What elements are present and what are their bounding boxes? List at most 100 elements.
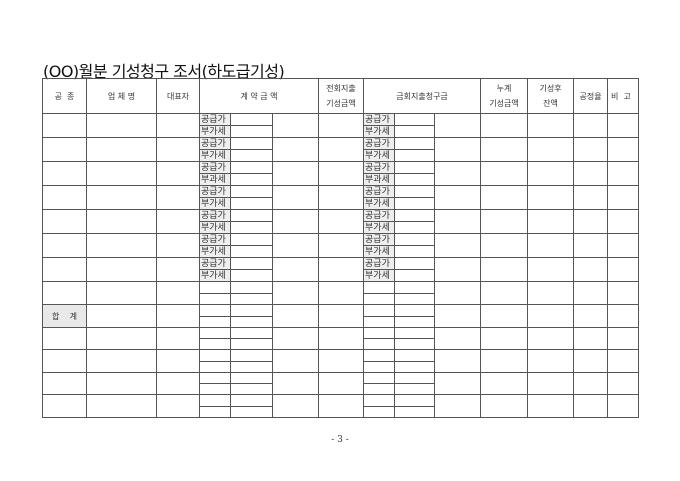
cell-previous-paid[interactable] [318,394,365,418]
cell-claim-total[interactable] [434,233,482,258]
cell-remarks[interactable] [607,394,640,418]
cell-previous-paid[interactable] [318,349,365,373]
cell-claim-total[interactable] [434,113,482,138]
cell-contract-total[interactable] [271,372,320,395]
cell-trade[interactable] [42,349,87,373]
cell-cumulative[interactable] [480,209,529,234]
cell-remarks[interactable] [607,304,640,328]
cell-company[interactable] [86,233,157,258]
cell-claim-total[interactable] [434,372,482,395]
cell-remaining[interactable] [527,161,575,186]
cell-remaining[interactable] [527,233,575,258]
cell-trade[interactable] [42,257,87,282]
cell-cumulative[interactable] [480,394,529,418]
claim-vat-value[interactable] [394,149,436,162]
cell-contract-total[interactable] [271,257,320,282]
cell-contract-total[interactable] [271,113,320,138]
claim-supply-value[interactable] [394,257,436,270]
cell-claim-total[interactable] [434,257,482,282]
cell-contract-total[interactable] [271,137,320,162]
cell-remaining[interactable] [527,185,575,210]
cell-cumulative[interactable] [480,327,529,350]
cell-representative[interactable] [156,394,200,418]
cell-contract-total[interactable] [271,394,320,418]
cell-contract-total[interactable] [271,327,320,350]
cell-representative[interactable] [156,113,200,138]
contract-supply-value[interactable] [230,281,273,294]
claim-vat-value[interactable] [394,269,436,282]
cell-progress-rate[interactable] [573,394,609,418]
cell-previous-paid[interactable] [318,304,365,328]
claim-vat-value[interactable] [394,245,436,258]
cell-progress-rate[interactable] [573,209,609,234]
cell-remaining[interactable] [527,281,575,305]
contract-vat-value[interactable] [230,245,273,258]
claim-supply-value[interactable] [394,349,436,362]
cell-company[interactable] [86,349,157,373]
contract-vat-value[interactable] [230,149,273,162]
claim-vat-value[interactable] [394,293,436,305]
cell-representative[interactable] [156,327,200,350]
contract-supply-value[interactable] [230,304,273,317]
contract-supply-value[interactable] [230,113,273,126]
cell-remaining[interactable] [527,394,575,418]
cell-progress-rate[interactable] [573,161,609,186]
cell-progress-rate[interactable] [573,349,609,373]
cell-company[interactable] [86,161,157,186]
cell-trade[interactable] [42,233,87,258]
cell-cumulative[interactable] [480,304,529,328]
cell-representative[interactable] [156,257,200,282]
cell-remarks[interactable] [607,233,640,258]
claim-supply-value[interactable] [394,233,436,246]
cell-remaining[interactable] [527,349,575,373]
contract-supply-value[interactable] [230,372,273,384]
contract-supply-value[interactable] [230,209,273,222]
contract-vat-value[interactable] [230,173,273,186]
cell-representative[interactable] [156,161,200,186]
contract-vat-value[interactable] [230,197,273,210]
contract-supply-value[interactable] [230,161,273,174]
claim-supply-value[interactable] [394,372,436,384]
cell-previous-paid[interactable] [318,233,365,258]
claim-vat-value[interactable] [394,383,436,395]
claim-supply-value[interactable] [394,394,436,407]
cell-representative[interactable] [156,304,200,328]
cell-cumulative[interactable] [480,233,529,258]
claim-vat-value[interactable] [394,316,436,328]
cell-previous-paid[interactable] [318,113,365,138]
cell-contract-total[interactable] [271,304,320,328]
cell-representative[interactable] [156,233,200,258]
cell-remaining[interactable] [527,113,575,138]
cell-progress-rate[interactable] [573,185,609,210]
cell-trade[interactable] [42,327,87,350]
cell-representative[interactable] [156,281,200,305]
cell-trade[interactable] [42,394,87,418]
cell-contract-total[interactable] [271,185,320,210]
cell-trade[interactable] [42,137,87,162]
cell-claim-total[interactable] [434,137,482,162]
contract-vat-value[interactable] [230,338,273,350]
cell-contract-total[interactable] [271,161,320,186]
cell-remaining[interactable] [527,327,575,350]
cell-representative[interactable] [156,349,200,373]
cell-claim-total[interactable] [434,394,482,418]
claim-supply-value[interactable] [394,137,436,150]
contract-vat-value[interactable] [230,125,273,138]
cell-remarks[interactable] [607,349,640,373]
contract-vat-value[interactable] [230,269,273,282]
contract-vat-value[interactable] [230,293,273,305]
cell-remarks[interactable] [607,257,640,282]
cell-remarks[interactable] [607,113,640,138]
cell-previous-paid[interactable] [318,161,365,186]
cell-company[interactable] [86,137,157,162]
cell-remaining[interactable] [527,209,575,234]
cell-claim-total[interactable] [434,185,482,210]
cell-trade[interactable] [42,113,87,138]
claim-vat-value[interactable] [394,338,436,350]
cell-trade[interactable] [42,281,87,305]
cell-company[interactable] [86,327,157,350]
cell-claim-total[interactable] [434,281,482,305]
cell-contract-total[interactable] [271,233,320,258]
cell-remarks[interactable] [607,137,640,162]
cell-remaining[interactable] [527,372,575,395]
